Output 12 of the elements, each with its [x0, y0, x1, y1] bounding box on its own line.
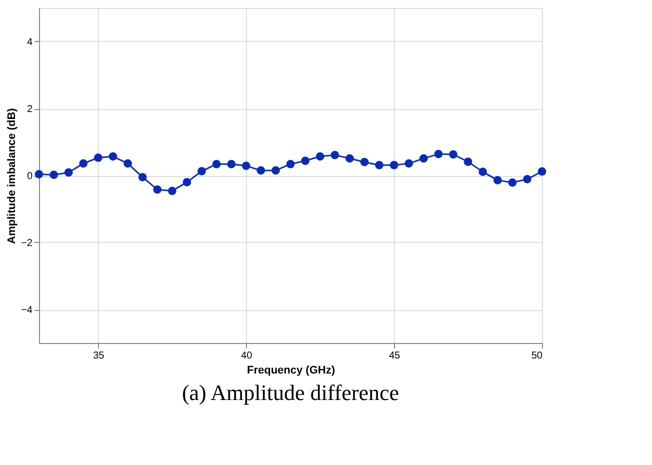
x-tick-label: 40: [241, 350, 253, 362]
x-axis-title: Frequency (GHz): [246, 364, 336, 376]
y-tick-label: −4: [21, 305, 33, 316]
x-tick-label: 45: [388, 350, 401, 362]
text: (a) Amplitude difference: [182, 380, 400, 405]
x-tick-label: 35: [93, 350, 105, 362]
y-tick-label: 4: [26, 37, 33, 48]
y-tick-label: −2: [21, 238, 33, 249]
y-tick-label: 0: [26, 171, 33, 182]
y-tick-label: 2: [26, 104, 33, 115]
x-tick-label: 50: [531, 350, 543, 362]
y-axis-title: Amplitude imbalance (dB): [6, 108, 18, 244]
